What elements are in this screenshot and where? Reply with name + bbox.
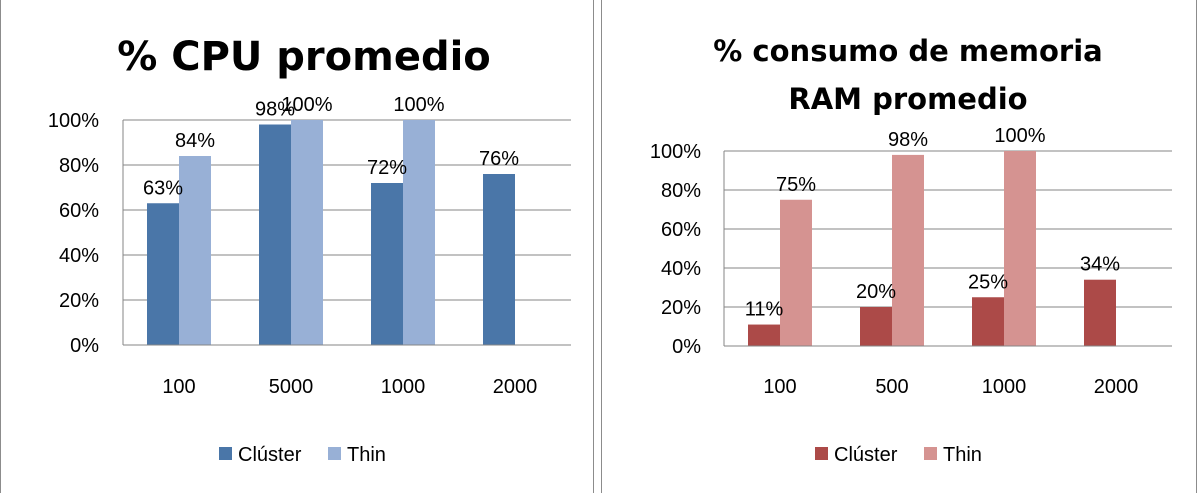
ram-data-label: 100% (994, 125, 1045, 147)
ram-bar-thin (1004, 151, 1036, 346)
cpu-y-tick-label: 60% (59, 200, 99, 222)
ram-y-tick-label: 0% (672, 336, 701, 358)
cpu-data-label: 76% (479, 148, 519, 170)
cpu-bar-cluster (147, 203, 179, 345)
ram-bar-cluster (972, 297, 1004, 346)
ram-bar-cluster (1084, 279, 1116, 346)
cpu-chart-title: % CPU promedio (117, 34, 491, 80)
cpu-x-tick-label: 1000 (381, 376, 426, 398)
cpu-x-tick-label: 100 (162, 376, 195, 398)
cpu-data-label: 100% (281, 94, 332, 116)
cpu-y-tick-label: 80% (59, 155, 99, 177)
cpu-legend-label: Thin (347, 444, 386, 466)
cpu-x-tick-label: 2000 (493, 376, 538, 398)
cpu-x-tick-label: 5000 (269, 376, 314, 398)
ram-chart: % consumo de memoria RAM promedio 0% 20% 40%… (650, 34, 1172, 466)
ram-legend-swatch (924, 447, 937, 460)
cpu-data-label: 72% (367, 157, 407, 179)
ram-legend-label: Thin (943, 444, 982, 466)
cpu-data-label: 98% (255, 99, 295, 121)
ram-chart-title: RAM promedio (788, 82, 1027, 116)
ram-data-label: 75% (776, 174, 816, 196)
cpu-chart: % CPU promedio 0% 20% 40% 60% 80% 100% 63% 84% 98… (48, 34, 571, 466)
cpu-legend-swatch (219, 447, 232, 460)
cpu-y-tick-label: 20% (59, 290, 99, 312)
ram-y-tick-label: 40% (661, 258, 701, 280)
cpu-bar-thin (403, 120, 435, 345)
ram-legend-label: Clúster (834, 444, 898, 466)
cpu-bar-thin (179, 156, 211, 345)
ram-chart-title: % consumo de memoria (713, 34, 1102, 68)
ram-y-tick-label: 100% (650, 141, 701, 163)
ram-bar-cluster (860, 307, 892, 346)
cpu-legend-swatch (328, 447, 341, 460)
ram-x-tick-label: 500 (875, 376, 908, 398)
ram-data-label: 25% (968, 271, 1008, 293)
cpu-legend-label: Clúster (238, 444, 302, 466)
ram-bar-thin (780, 199, 812, 346)
ram-bar-thin (892, 154, 924, 346)
ram-chart-panel: % consumo de memoria RAM promedio 0% 20% 40%… (601, 0, 1197, 493)
cpu-data-label: 84% (175, 130, 215, 152)
cpu-bar-thin (291, 120, 323, 345)
cpu-chart-panel: % CPU promedio 0% 20% 40% 60% 80% 100% 63% 84% 98… (0, 0, 594, 493)
ram-data-label: 34% (1080, 254, 1120, 276)
cpu-bar-cluster (371, 183, 403, 345)
cpu-y-tick-label: 100% (48, 110, 99, 132)
ram-data-label: 20% (856, 281, 896, 303)
ram-x-tick-label: 1000 (982, 376, 1027, 398)
cpu-bar-cluster (259, 124, 291, 345)
ram-bar-cluster (748, 324, 780, 346)
cpu-data-label: 63% (143, 177, 183, 199)
ram-legend-swatch (815, 447, 828, 460)
cpu-bar-cluster (483, 174, 515, 345)
ram-y-tick-label: 20% (661, 297, 701, 319)
cpu-y-tick-label: 0% (70, 335, 99, 357)
cpu-data-label: 100% (393, 94, 444, 116)
ram-data-label: 11% (745, 299, 784, 321)
cpu-y-tick-label: 40% (59, 245, 99, 267)
ram-x-tick-label: 100 (763, 376, 796, 398)
ram-data-label: 98% (888, 129, 928, 151)
ram-y-tick-label: 80% (661, 180, 701, 202)
ram-x-tick-label: 2000 (1094, 376, 1139, 398)
ram-y-tick-label: 60% (661, 219, 701, 241)
